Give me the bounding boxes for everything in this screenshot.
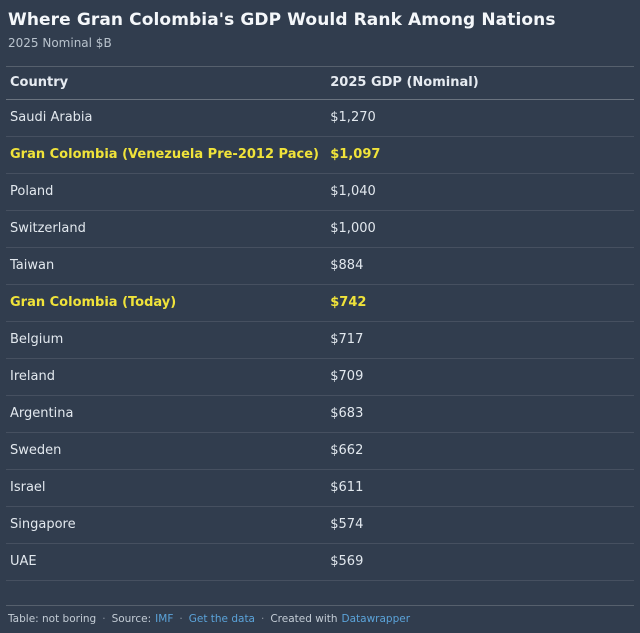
gdp-cell: $742 xyxy=(326,284,634,322)
gdp-cell: $709 xyxy=(326,358,634,396)
country-cell: Switzerland xyxy=(6,210,327,248)
page-subtitle: 2025 Nominal $B xyxy=(8,36,112,50)
table-row: Argentina $683 xyxy=(6,395,634,433)
country-cell: Gran Colombia (Venezuela Pre-2012 Pace) xyxy=(6,136,327,174)
table-row: Taiwan $884 xyxy=(6,247,634,285)
gdp-cell: $569 xyxy=(326,543,634,581)
country-cell: Argentina xyxy=(6,395,327,433)
gdp-rank-table: Country 2025 GDP (Nominal) Saudi Arabia $… xyxy=(6,66,634,581)
country-cell: Belgium xyxy=(6,321,327,359)
gdp-cell: $717 xyxy=(326,321,634,359)
gdp-cell: $611 xyxy=(326,469,634,507)
country-cell: Ireland xyxy=(6,358,327,396)
footer-created-label: Created with xyxy=(270,613,338,625)
table-header-row: Country 2025 GDP (Nominal) xyxy=(6,66,634,100)
gdp-cell: $662 xyxy=(326,432,634,470)
table-row: Sweden $662 xyxy=(6,432,634,470)
table-footer: Table: not boring · Source: IMF · Get th… xyxy=(6,605,634,633)
gdp-cell: $1,040 xyxy=(326,173,634,211)
source-link[interactable]: IMF xyxy=(155,613,174,625)
table-row: Singapore $574 xyxy=(6,506,634,544)
table-row: Belgium $717 xyxy=(6,321,634,359)
table-row: Gran Colombia (Venezuela Pre-2012 Pace) $… xyxy=(6,136,634,174)
gdp-cell: $1,000 xyxy=(326,210,634,248)
table-row: UAE $569 xyxy=(6,543,634,581)
country-cell: Singapore xyxy=(6,506,327,544)
footer-source-label: Source: xyxy=(111,613,152,625)
table-row: Switzerland $1,000 xyxy=(6,210,634,248)
gdp-rank-table-area: Country 2025 GDP (Nominal) Saudi Arabia $… xyxy=(6,66,634,605)
footer-credit: Table: not boring xyxy=(8,613,97,625)
country-cell: Taiwan xyxy=(6,247,327,285)
datawrapper-link[interactable]: Datawrapper xyxy=(341,613,411,625)
country-cell: Gran Colombia (Today) xyxy=(6,284,327,322)
gdp-cell: $884 xyxy=(326,247,634,285)
column-header-gdp: 2025 GDP (Nominal) xyxy=(326,66,634,100)
country-cell: UAE xyxy=(6,543,327,581)
column-header-country: Country xyxy=(6,66,327,100)
country-cell: Saudi Arabia xyxy=(6,99,327,137)
country-cell: Israel xyxy=(6,469,327,507)
table-row: Ireland $709 xyxy=(6,358,634,396)
page-title: Where Gran Colombia's GDP Would Rank Amo… xyxy=(8,10,556,30)
country-cell: Poland xyxy=(6,173,327,211)
get-the-data-link[interactable]: Get the data xyxy=(188,613,255,625)
footer-separator: · xyxy=(261,613,265,625)
footer-separator: · xyxy=(102,613,106,625)
country-cell: Sweden xyxy=(6,432,327,470)
gdp-cell: $683 xyxy=(326,395,634,433)
table-row: Israel $611 xyxy=(6,469,634,507)
gdp-cell: $1,097 xyxy=(326,136,634,174)
footer-separator: · xyxy=(179,613,183,625)
table-row: Poland $1,040 xyxy=(6,173,634,211)
table-row: Gran Colombia (Today) $742 xyxy=(6,284,634,322)
table-row: Saudi Arabia $1,270 xyxy=(6,99,634,137)
gdp-cell: $574 xyxy=(326,506,634,544)
gdp-cell: $1,270 xyxy=(326,99,634,137)
